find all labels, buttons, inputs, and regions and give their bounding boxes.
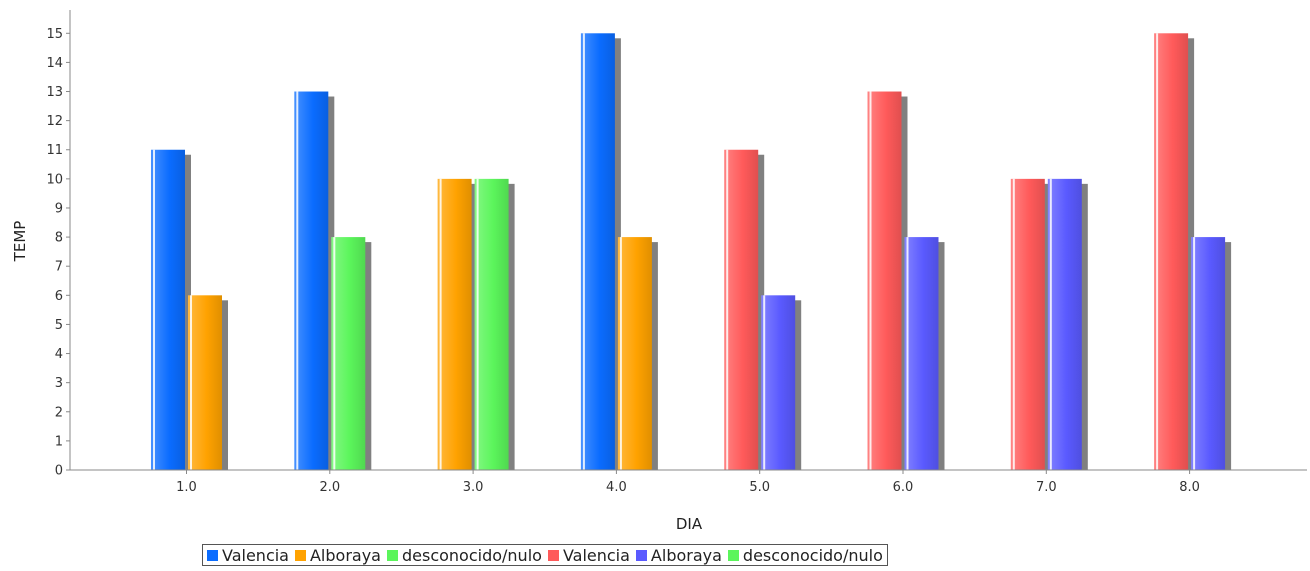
legend-item: Alboraya — [294, 545, 381, 565]
bar — [761, 295, 796, 470]
y-tick-label: 3 — [55, 376, 63, 391]
y-tick-label: 15 — [46, 27, 63, 42]
legend-item: desconocido/nulo — [386, 545, 542, 565]
y-tick-label: 8 — [55, 231, 63, 246]
bar — [1010, 178, 1045, 470]
bar — [617, 237, 652, 470]
bar-highlight — [1156, 33, 1159, 470]
bar-highlight — [190, 295, 192, 470]
bar-highlight — [619, 237, 622, 470]
bar — [580, 33, 615, 470]
x-tick-label: 1.0 — [176, 480, 197, 495]
y-tick-label: 4 — [55, 347, 63, 362]
bar-highlight — [763, 295, 766, 470]
bar — [437, 178, 472, 470]
legend-label: Alboraya — [650, 545, 722, 565]
bar — [294, 91, 329, 471]
y-tick-label: 7 — [55, 260, 63, 275]
y-tick-label: 1 — [55, 434, 63, 449]
x-tick-label: 3.0 — [463, 480, 484, 495]
legend-swatch — [386, 549, 398, 561]
bar-highlight — [726, 149, 729, 471]
bar — [1154, 33, 1189, 470]
x-tick-label: 6.0 — [893, 480, 914, 495]
x-axis-title: DIA — [676, 515, 703, 533]
x-tick-label: 8.0 — [1179, 480, 1200, 495]
legend-label: Alboraya — [309, 545, 381, 565]
y-tick-label: 12 — [46, 114, 63, 129]
legend-swatch — [727, 549, 739, 561]
legend-swatch — [207, 549, 218, 561]
bar — [1047, 178, 1082, 470]
x-tick-label: 5.0 — [749, 480, 770, 495]
bar-highlight — [296, 91, 299, 471]
bar — [1191, 237, 1226, 470]
bar — [151, 149, 185, 471]
legend-label: desconocido/nulo — [742, 545, 883, 565]
bar-highlight — [1049, 178, 1052, 470]
bar — [474, 178, 509, 470]
y-tick-label: 5 — [55, 318, 63, 333]
y-tick-label: 2 — [55, 405, 63, 420]
bar — [188, 295, 222, 470]
bar-highlight — [1193, 237, 1196, 470]
legend-label: desconocido/nulo — [401, 545, 542, 565]
legend-item: desconocido/nulo — [727, 545, 883, 565]
legend-swatch — [294, 549, 306, 561]
bar-highlight — [476, 178, 479, 470]
legend-swatch — [547, 549, 559, 561]
bars-layer — [151, 33, 1232, 471]
bar-highlight — [582, 33, 585, 470]
x-tick-label: 4.0 — [606, 480, 627, 495]
y-tick-label: 9 — [55, 201, 63, 216]
legend-item: Alboraya — [635, 545, 722, 565]
y-tick-label: 11 — [46, 143, 63, 158]
bar — [904, 237, 939, 470]
y-axis-title: TEMP — [11, 221, 29, 263]
y-tick-label: 10 — [46, 172, 63, 187]
chart-legend: Valencia Alboraya desconocido/nulo Valencia… — [202, 544, 888, 566]
bar-highlight — [1012, 178, 1015, 470]
bar — [331, 237, 366, 470]
legend-item: Valencia — [547, 545, 630, 565]
bar-highlight — [439, 178, 442, 470]
bar-highlight — [869, 91, 872, 471]
y-tick-label: 6 — [55, 289, 63, 304]
y-tick-label: 14 — [46, 56, 63, 71]
legend-label: Valencia — [222, 545, 289, 565]
bar-highlight — [333, 237, 336, 470]
bar — [724, 149, 759, 471]
x-tick-label: 2.0 — [319, 480, 340, 495]
legend-item: Valencia — [207, 546, 289, 565]
legend-swatch — [635, 549, 647, 561]
bar — [867, 91, 902, 471]
bar-highlight — [906, 237, 909, 470]
legend-label: Valencia — [562, 545, 630, 565]
y-tick-label: 13 — [46, 85, 63, 100]
bar-highlight — [153, 149, 155, 471]
y-tick-label: 0 — [55, 464, 63, 479]
x-tick-label: 7.0 — [1036, 480, 1057, 495]
